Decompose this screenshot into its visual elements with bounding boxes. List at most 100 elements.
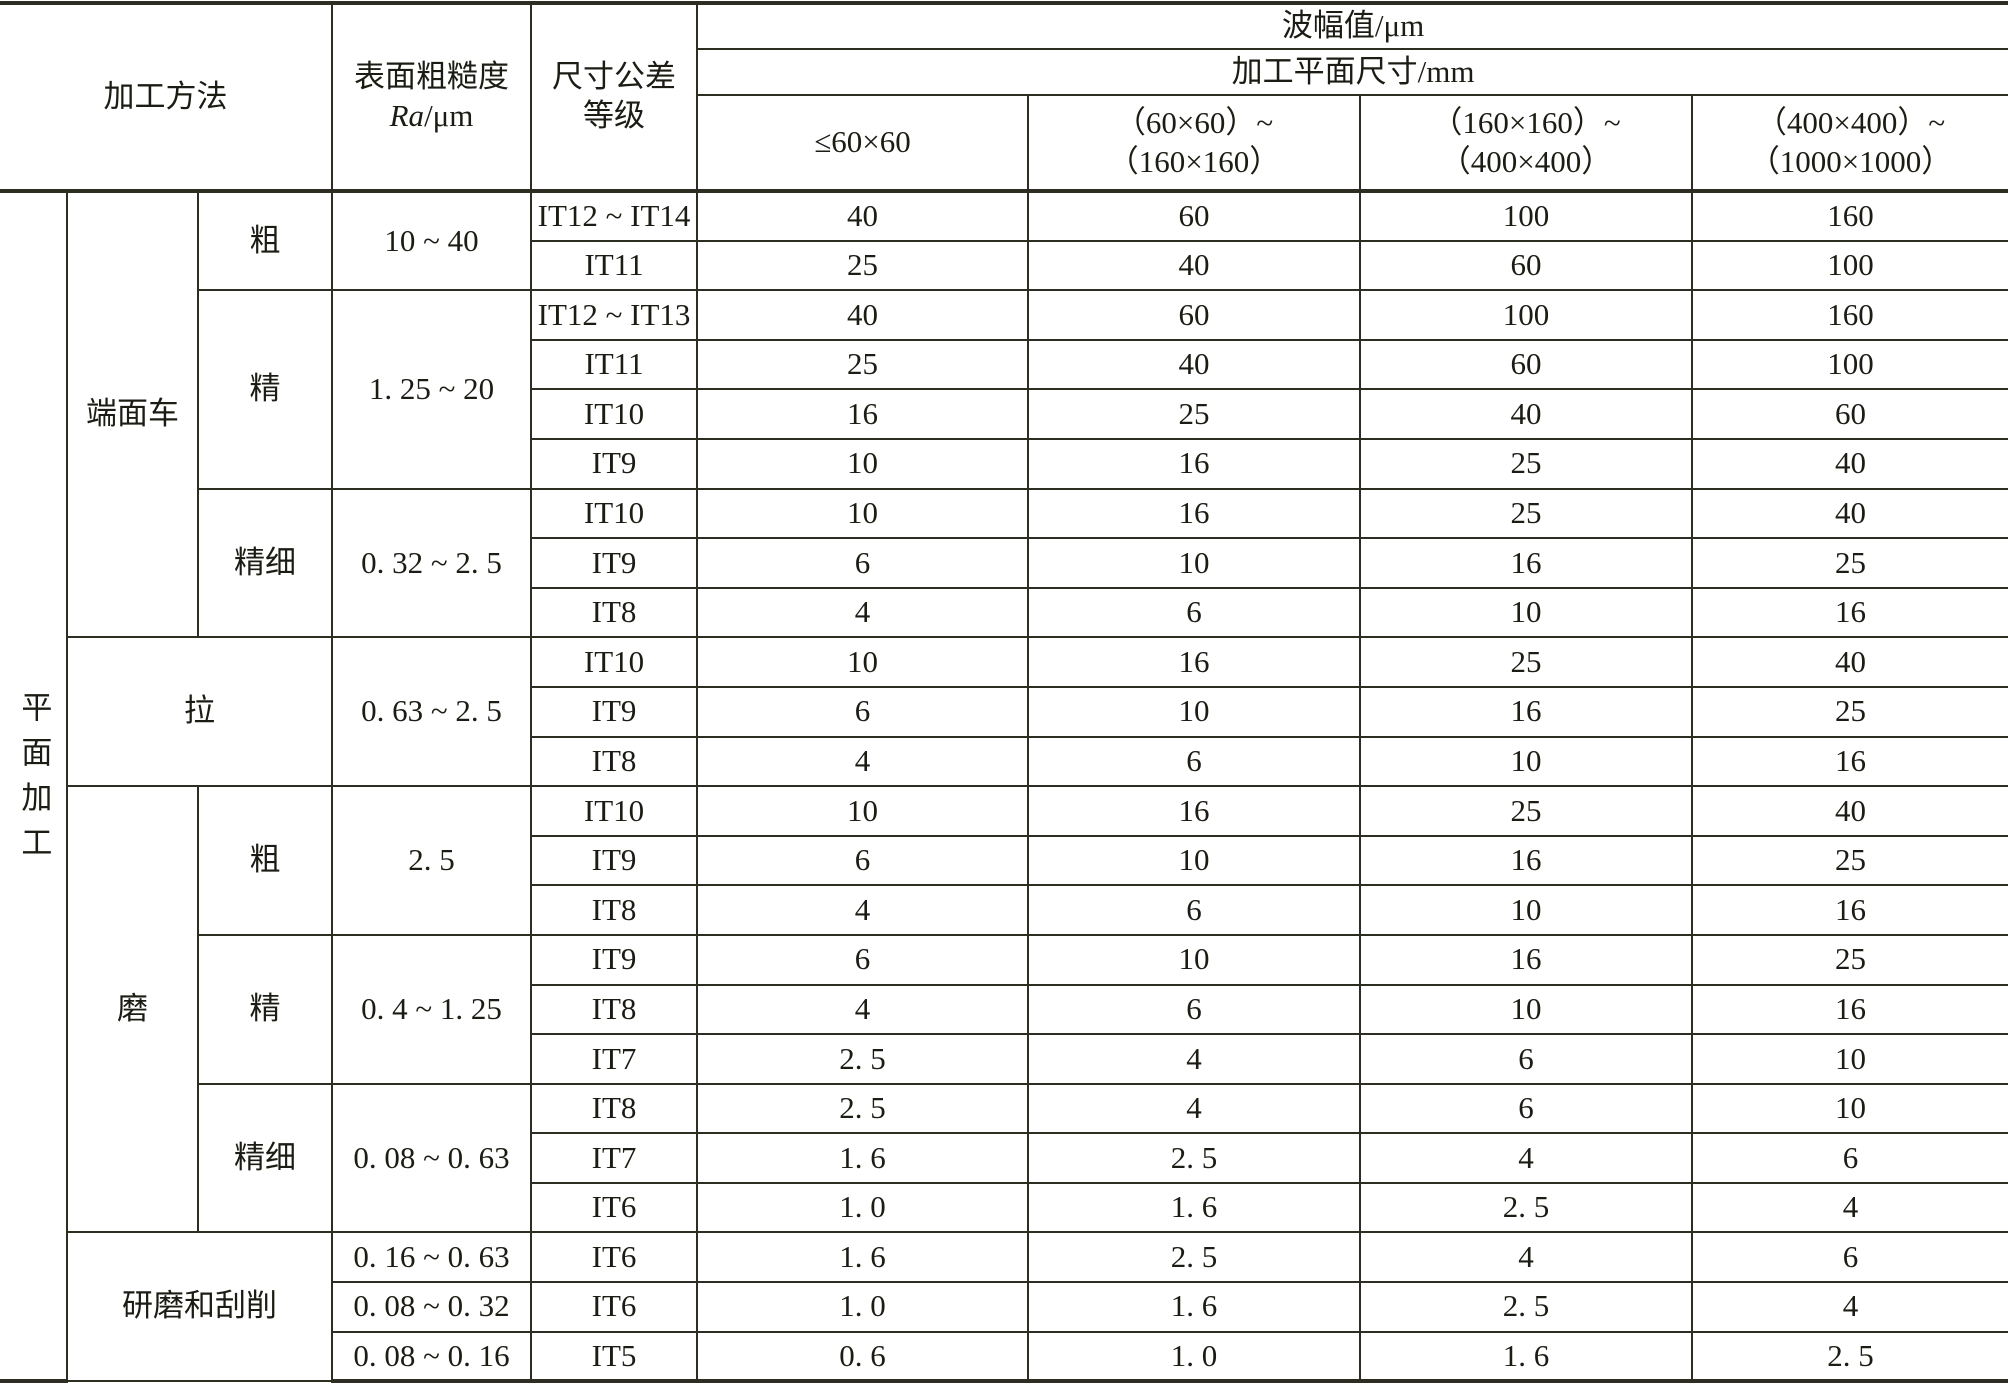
amplitude-value-cell: 60 bbox=[1359, 239, 1694, 292]
tolerance-cell: IT8 bbox=[531, 586, 699, 639]
header-size-range-2: （60×60）~ （160×160） bbox=[1027, 94, 1362, 193]
amplitude-value-cell: 1. 6 bbox=[696, 1132, 1030, 1184]
header-roughness: 表面粗糙度 Ra/μm bbox=[331, 1, 533, 193]
amplitude-value-cell: 10 bbox=[1027, 685, 1362, 738]
table-row: IT11 25 40 60 100 bbox=[0, 338, 2008, 391]
amplitude-value-cell: 10 bbox=[1027, 834, 1362, 887]
roughness-cell: 0. 32 ~ 2. 5 bbox=[331, 487, 533, 639]
table-row: 精细 0. 08 ~ 0. 63 IT8 2. 5 4 6 10 bbox=[0, 1082, 2008, 1234]
amplitude-value-cell: 25 bbox=[1359, 785, 1694, 837]
amplitude-value-cell: 25 bbox=[1691, 685, 2008, 738]
category-cell: 平面加工 bbox=[0, 189, 68, 1384]
amplitude-value-cell: 40 bbox=[1027, 338, 1362, 391]
amplitude-value-cell: 60 bbox=[1027, 289, 1362, 341]
amplitude-value-cell: 16 bbox=[1691, 983, 2008, 1036]
amplitude-value-cell: 160 bbox=[1691, 289, 2008, 341]
header-tolerance-line2: 等级 bbox=[583, 98, 646, 133]
amplitude-value-cell: 40 bbox=[1691, 636, 2008, 688]
table-body: 平面加工 端面车粗 10 ~ 40 IT12 ~ IT14 40 60 100 160 IT11… bbox=[0, 189, 2008, 1384]
amplitude-value-cell: 4 bbox=[1027, 1082, 1362, 1135]
roughness-cell: 0. 63 ~ 2. 5 bbox=[331, 636, 533, 788]
amplitude-value-cell: 6 bbox=[696, 933, 1030, 986]
grade-cell: 粗 bbox=[196, 189, 334, 292]
tolerance-cell: IT6 bbox=[530, 1281, 699, 1333]
table-row: IT8 4 6 10 16 bbox=[0, 586, 2008, 639]
tolerance-cell: IT10 bbox=[531, 388, 699, 440]
roughness-cell: 0. 16 ~ 0. 63 bbox=[331, 1231, 533, 1284]
header-method: 加工方法 bbox=[0, 1, 334, 193]
roughness-cell: 0. 08 ~ 0. 32 bbox=[332, 1281, 533, 1333]
amplitude-value-cell: 6 bbox=[1027, 586, 1362, 639]
size-range-text: （400×400）~ bbox=[1755, 104, 1946, 140]
amplitude-value-cell: 60 bbox=[1691, 388, 2008, 440]
amplitude-value-cell: 10 bbox=[696, 785, 1030, 837]
amplitude-value-cell: 25 bbox=[1359, 487, 1694, 540]
amplitude-value-cell: 25 bbox=[696, 239, 1030, 292]
size-range-text: （400×400） bbox=[1439, 143, 1613, 179]
amplitude-value-cell: 100 bbox=[1691, 338, 2008, 391]
roughness-cell: 0. 4 ~ 1. 25 bbox=[331, 933, 533, 1085]
amplitude-value-cell: 6 bbox=[1027, 735, 1362, 788]
amplitude-value-cell: 2. 5 bbox=[696, 1033, 1030, 1085]
table-row: IT9 6 10 16 25 bbox=[0, 685, 2008, 738]
grade-cell: 精细 bbox=[198, 487, 334, 639]
amplitude-value-cell: 25 bbox=[1359, 636, 1694, 688]
tolerance-cell: IT11 bbox=[531, 239, 699, 292]
table-row: IT9 6 10 16 25 bbox=[0, 834, 2008, 887]
amplitude-value-cell: 2. 5 bbox=[1359, 1281, 1694, 1333]
amplitude-value-cell: 40 bbox=[696, 289, 1030, 341]
amplitude-value-cell: 10 bbox=[1027, 537, 1362, 589]
amplitude-value-cell: 10 bbox=[1691, 1082, 2008, 1135]
tolerance-cell: IT6 bbox=[531, 1181, 699, 1234]
tolerance-cell: IT8 bbox=[531, 735, 699, 788]
table-row: 平面加工 端面车粗 10 ~ 40 IT12 ~ IT14 40 60 100 160 bbox=[0, 189, 2008, 1384]
amplitude-value-cell: 1. 6 bbox=[1359, 1330, 1694, 1384]
size-range-text: ≤60×60 bbox=[814, 124, 911, 160]
grade-cell: 粗 bbox=[196, 785, 334, 936]
amplitude-value-cell: 25 bbox=[1691, 933, 2008, 986]
tolerance-cell: IT9 bbox=[531, 834, 699, 887]
amplitude-value-cell: 25 bbox=[1027, 388, 1362, 440]
amplitude-value-cell: 25 bbox=[1359, 437, 1694, 490]
roughness-cell: 10 ~ 40 bbox=[331, 189, 533, 292]
amplitude-value-cell: 10 bbox=[1691, 1033, 2008, 1085]
tolerance-cell: IT10 bbox=[530, 785, 699, 837]
amplitude-value-cell: 10 bbox=[696, 437, 1030, 490]
table-row: IT9 10 16 25 40 bbox=[0, 437, 2008, 490]
table-row: 磨粗 2. 5 IT10 10 16 25 40 bbox=[0, 785, 2008, 1234]
header-size-range-1: ≤60×60 bbox=[697, 94, 1030, 193]
amplitude-value-cell: 160 bbox=[1691, 190, 2008, 242]
amplitude-value-cell: 2. 5 bbox=[1027, 1231, 1362, 1284]
table-row: IT11 25 40 60 100 bbox=[0, 239, 2008, 292]
amplitude-value-cell: 10 bbox=[696, 636, 1030, 688]
grade-cell: 精细 bbox=[198, 1082, 334, 1234]
amplitude-value-cell: 1. 0 bbox=[696, 1281, 1030, 1333]
amplitude-value-cell: 10 bbox=[696, 487, 1030, 540]
amplitude-value-cell: 25 bbox=[1691, 834, 2008, 887]
header-tolerance-line1: 尺寸公差 bbox=[552, 59, 677, 95]
amplitude-value-cell: 60 bbox=[1027, 190, 1362, 242]
amplitude-value-cell: 100 bbox=[1359, 190, 1694, 242]
tolerance-cell: IT9 bbox=[531, 685, 699, 738]
amplitude-value-cell: 40 bbox=[1359, 388, 1694, 440]
amplitude-value-cell: 16 bbox=[696, 388, 1030, 440]
tolerance-cell: IT12 ~ IT14 bbox=[530, 190, 699, 242]
amplitude-value-cell: 40 bbox=[1027, 239, 1362, 292]
tolerance-cell: IT8 bbox=[530, 1082, 699, 1135]
amplitude-value-cell: 100 bbox=[1691, 239, 2008, 292]
method-cell: 拉 bbox=[67, 636, 334, 788]
amplitude-value-cell: 1. 0 bbox=[696, 1181, 1030, 1234]
amplitude-value-cell: 2. 5 bbox=[1359, 1181, 1694, 1234]
amplitude-value-cell: 16 bbox=[1027, 636, 1362, 688]
amplitude-value-cell: 6 bbox=[696, 834, 1030, 887]
amplitude-value-cell: 16 bbox=[1691, 586, 2008, 639]
amplitude-value-cell: 1. 6 bbox=[1027, 1181, 1362, 1234]
tolerance-cell: IT8 bbox=[531, 884, 699, 936]
amplitude-value-cell: 40 bbox=[1691, 785, 2008, 837]
amplitude-value-cell: 1. 6 bbox=[696, 1231, 1030, 1284]
amplitude-value-cell: 16 bbox=[1691, 884, 2008, 936]
amplitude-value-cell: 0. 6 bbox=[696, 1330, 1030, 1384]
